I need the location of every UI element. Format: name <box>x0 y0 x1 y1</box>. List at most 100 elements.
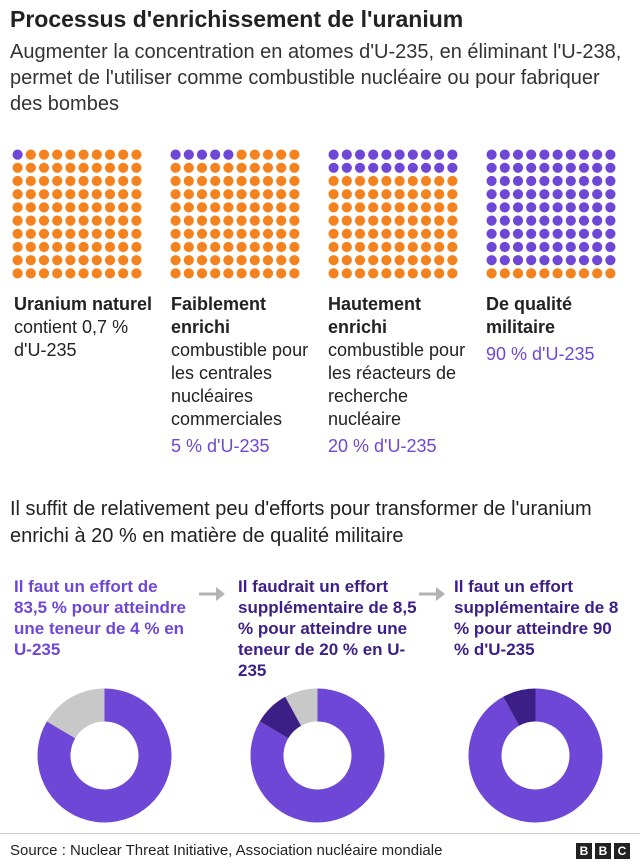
u238-dot <box>289 255 300 266</box>
u238-dot <box>25 241 36 253</box>
u238-dot <box>407 268 418 279</box>
u238-dot <box>223 202 234 213</box>
u238-dot <box>354 228 366 239</box>
u238-dot <box>341 215 352 226</box>
u238-dot <box>381 268 392 279</box>
u238-dot <box>38 175 50 187</box>
u238-dot <box>170 255 181 266</box>
u235-dot <box>196 149 208 160</box>
u238-dot <box>394 189 405 200</box>
u238-dot <box>118 268 129 279</box>
u235-dot <box>539 175 550 187</box>
u235-dot <box>539 162 550 173</box>
u235-dot <box>605 189 616 200</box>
effort-text-2: Il faudrait un effort supplémentaire de … <box>238 577 417 680</box>
u238-dot <box>78 255 89 266</box>
u235-dot <box>605 162 616 173</box>
u235-dot <box>512 255 524 266</box>
label-low-enriched: Faiblement enrichi combustible pour les … <box>171 293 316 458</box>
u235-dot <box>420 149 432 160</box>
u238-dot <box>78 215 89 226</box>
u238-dot <box>12 241 23 253</box>
u235-dot <box>512 228 524 239</box>
u238-dot <box>354 268 366 279</box>
u238-dot <box>249 255 260 266</box>
u238-dot <box>407 202 418 213</box>
u235-dot <box>512 241 524 253</box>
u238-dot <box>394 202 405 213</box>
u238-dot <box>170 268 181 279</box>
u238-dot <box>91 241 102 253</box>
u235-dot <box>565 149 576 160</box>
u235-dot <box>328 162 339 173</box>
u238-dot <box>236 215 247 226</box>
u238-dot <box>236 162 247 173</box>
u238-dot <box>276 202 287 213</box>
u238-dot <box>91 162 102 173</box>
u238-dot <box>38 149 50 160</box>
u238-dot <box>38 268 50 279</box>
u238-dot <box>262 268 274 279</box>
u238-dot <box>170 241 181 253</box>
u238-dot <box>223 162 234 173</box>
u238-dot <box>447 255 458 266</box>
u235-dot <box>605 215 616 226</box>
u235-dot <box>592 202 603 213</box>
u238-dot <box>210 175 221 187</box>
u238-dot <box>91 149 102 160</box>
donut-slice-done <box>46 688 105 739</box>
donut-slice-step <box>503 688 536 726</box>
u238-dot <box>52 189 63 200</box>
u238-dot <box>65 149 76 160</box>
u238-dot <box>236 228 247 239</box>
u238-dot <box>12 189 23 200</box>
u238-dot <box>223 189 234 200</box>
u238-dot <box>552 268 563 279</box>
u238-dot <box>434 255 445 266</box>
waffle-svg <box>328 149 458 279</box>
donut-2 <box>250 688 385 823</box>
u238-dot <box>104 268 116 279</box>
u238-dot <box>65 215 76 226</box>
u238-dot <box>25 215 36 226</box>
u238-dot <box>118 215 129 226</box>
page-subtitle: Augmenter la concentration en atomes d'U… <box>10 41 622 115</box>
u238-dot <box>262 202 274 213</box>
u238-dot <box>210 162 221 173</box>
u238-dot <box>131 268 142 279</box>
label-natural: Uranium naturel contient 0,7 % d'U-235 <box>14 293 154 362</box>
u235-dot <box>539 189 550 200</box>
u238-dot <box>394 215 405 226</box>
donut-slice-remaining <box>37 688 172 823</box>
donut-svg <box>250 688 385 823</box>
u238-dot <box>289 268 300 279</box>
u238-dot <box>131 202 142 213</box>
category-name: Hautement enrichi <box>328 294 422 337</box>
u238-dot <box>78 268 89 279</box>
u238-dot <box>52 149 63 160</box>
u238-dot <box>276 255 287 266</box>
u238-dot <box>447 241 458 253</box>
u238-dot <box>249 162 260 173</box>
waffle-natural <box>11 148 143 280</box>
u238-dot <box>65 189 76 200</box>
u235-dot <box>578 215 590 226</box>
u238-dot <box>381 189 392 200</box>
u235-dot <box>605 149 616 160</box>
u235-dot <box>447 162 458 173</box>
u238-dot <box>262 241 274 253</box>
u238-dot <box>447 189 458 200</box>
u235-dot <box>499 149 510 160</box>
u238-dot <box>104 175 116 187</box>
u235-dot <box>552 149 563 160</box>
u238-dot <box>407 175 418 187</box>
u238-dot <box>52 268 63 279</box>
u238-dot <box>118 149 129 160</box>
label-high-enriched: Hautement enrichi combustible pour les r… <box>328 293 473 458</box>
u238-dot <box>118 175 129 187</box>
u235-dot <box>512 202 524 213</box>
u238-dot <box>592 268 603 279</box>
u238-dot <box>12 268 23 279</box>
u238-dot <box>52 241 63 253</box>
u235-dot <box>223 149 234 160</box>
